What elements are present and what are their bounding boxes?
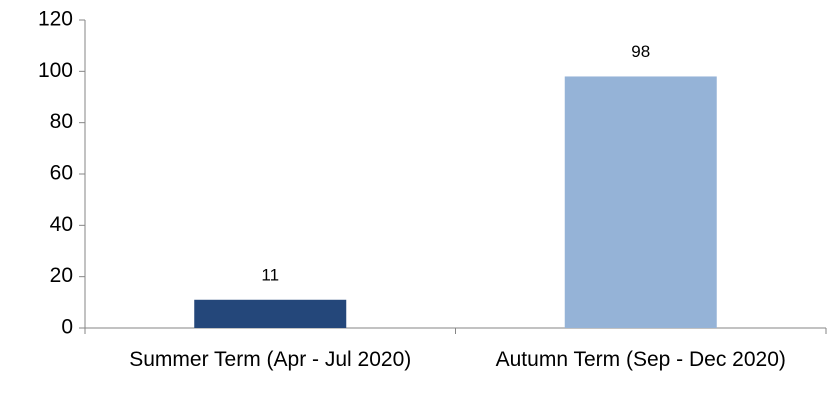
data-label: 98 xyxy=(631,42,650,61)
y-tick-label: 20 xyxy=(50,264,73,287)
data-label: 11 xyxy=(261,265,279,284)
y-tick-label: 80 xyxy=(50,110,73,133)
y-tick-label: 60 xyxy=(50,162,73,185)
bar xyxy=(194,299,347,328)
x-tick-label: Summer Term (Apr - Jul 2020) xyxy=(129,348,412,371)
y-tick-label: 100 xyxy=(38,59,73,82)
y-tick-label: 120 xyxy=(38,8,73,31)
y-tick-label: 40 xyxy=(50,213,73,236)
y-tick-label: 0 xyxy=(61,316,73,339)
x-tick-label: Autumn Term (Sep - Dec 2020) xyxy=(495,348,786,371)
bar xyxy=(564,76,717,328)
